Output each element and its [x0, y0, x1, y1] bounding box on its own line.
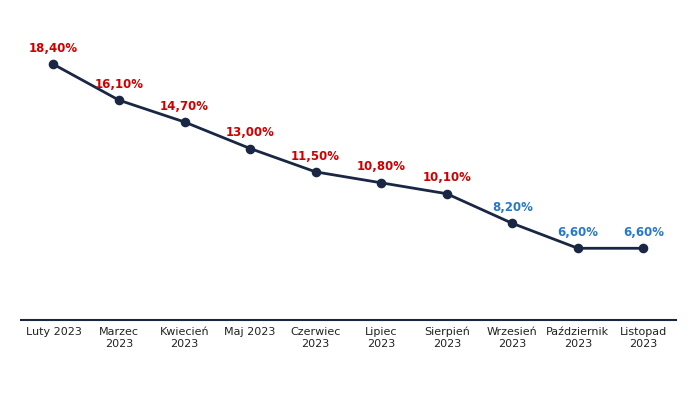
Point	[573, 245, 584, 252]
Point	[375, 180, 386, 186]
Point	[506, 220, 518, 226]
Point	[113, 97, 124, 103]
Point	[442, 190, 453, 197]
Point	[310, 169, 321, 175]
Point	[179, 119, 190, 125]
Text: 18,40%: 18,40%	[29, 42, 78, 55]
Text: 6,60%: 6,60%	[623, 226, 664, 239]
Text: 13,00%: 13,00%	[226, 126, 275, 139]
Text: 6,60%: 6,60%	[558, 226, 598, 239]
Text: 10,80%: 10,80%	[357, 160, 406, 174]
Text: 10,10%: 10,10%	[422, 171, 471, 184]
Point	[638, 245, 649, 252]
Text: 8,20%: 8,20%	[492, 201, 533, 214]
Text: 16,10%: 16,10%	[95, 78, 144, 91]
Point	[244, 145, 255, 152]
Point	[48, 61, 59, 68]
Text: 14,70%: 14,70%	[160, 100, 209, 113]
Text: 11,50%: 11,50%	[291, 150, 340, 162]
